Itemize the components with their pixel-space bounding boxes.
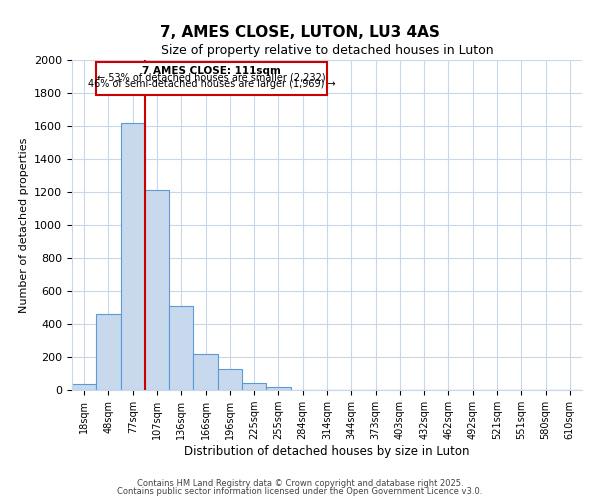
Bar xyxy=(72,384,96,390)
Bar xyxy=(145,190,169,390)
Text: Contains public sector information licensed under the Open Government Licence v3: Contains public sector information licen… xyxy=(118,487,482,496)
Text: Contains HM Land Registry data © Crown copyright and database right 2025.: Contains HM Land Registry data © Crown c… xyxy=(137,478,463,488)
X-axis label: Distribution of detached houses by size in Luton: Distribution of detached houses by size … xyxy=(184,445,470,458)
Title: Size of property relative to detached houses in Luton: Size of property relative to detached ho… xyxy=(161,44,493,58)
Y-axis label: Number of detached properties: Number of detached properties xyxy=(19,138,29,312)
FancyBboxPatch shape xyxy=(96,62,327,94)
Text: ← 53% of detached houses are smaller (2,232): ← 53% of detached houses are smaller (2,… xyxy=(97,72,326,83)
Bar xyxy=(218,368,242,390)
Bar xyxy=(266,386,290,390)
Bar xyxy=(242,382,266,390)
Text: 7 AMES CLOSE: 111sqm: 7 AMES CLOSE: 111sqm xyxy=(142,66,281,76)
Bar xyxy=(121,122,145,390)
Text: 7, AMES CLOSE, LUTON, LU3 4AS: 7, AMES CLOSE, LUTON, LU3 4AS xyxy=(160,25,440,40)
Text: 46% of semi-detached houses are larger (1,969) →: 46% of semi-detached houses are larger (… xyxy=(88,79,335,89)
Bar xyxy=(96,314,121,390)
Bar xyxy=(193,354,218,390)
Bar xyxy=(169,306,193,390)
